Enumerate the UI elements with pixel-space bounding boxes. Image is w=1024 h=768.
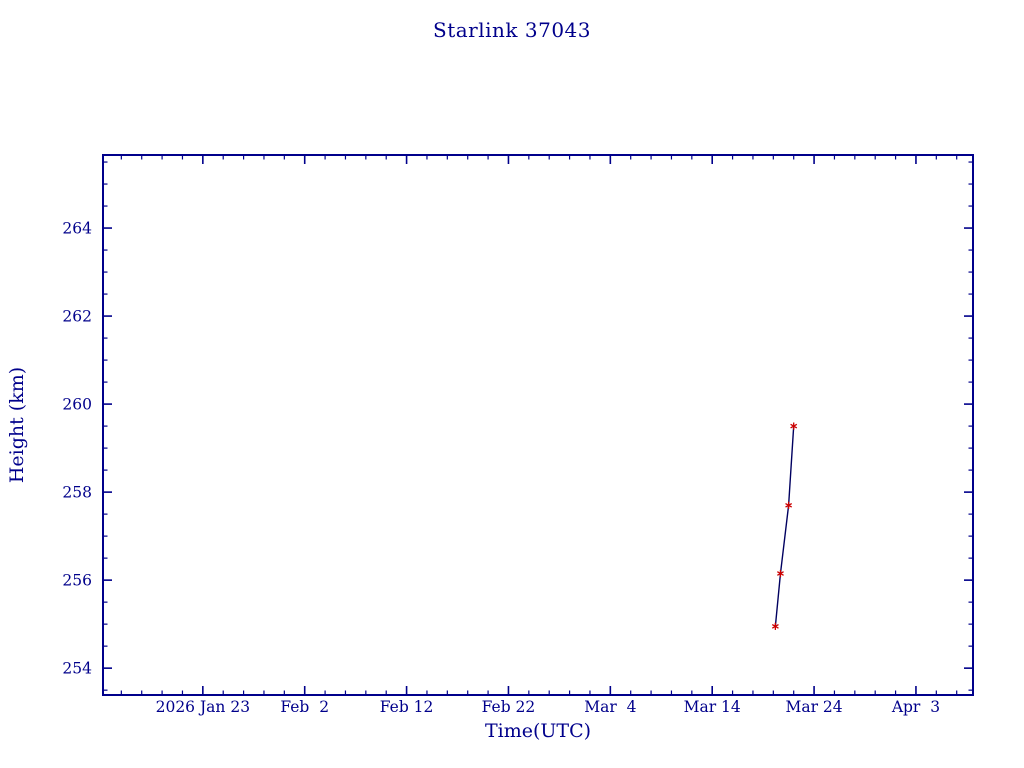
data-point-marker xyxy=(771,623,779,629)
chart-title: Starlink 37043 xyxy=(433,18,591,42)
y-tick-label: 256 xyxy=(62,572,92,590)
x-tick-label: Mar 24 xyxy=(785,698,842,716)
data-point-marker xyxy=(777,571,784,576)
y-tick-label: 254 xyxy=(62,660,92,678)
x-tick-label: Feb 2 xyxy=(280,698,329,716)
data-point-marker xyxy=(785,502,793,508)
x-tick-label: Mar 14 xyxy=(684,698,741,716)
x-tick-label: Feb 12 xyxy=(380,698,434,716)
y-tick-label: 262 xyxy=(62,308,92,326)
y-tick-label: 258 xyxy=(62,484,92,502)
x-axis-label: Time(UTC) xyxy=(484,720,592,742)
data-line xyxy=(774,426,795,627)
plot-frame xyxy=(102,154,974,696)
data-point-marker xyxy=(790,423,798,429)
x-tick-label: 2026 Jan 23 xyxy=(156,698,250,716)
y-tick-label: 260 xyxy=(62,396,92,414)
x-tick-label: Feb 22 xyxy=(482,698,536,716)
x-tick-label: Apr 3 xyxy=(891,698,940,716)
y-tick-label: 264 xyxy=(62,220,92,238)
x-tick-label: Mar 4 xyxy=(584,698,636,716)
